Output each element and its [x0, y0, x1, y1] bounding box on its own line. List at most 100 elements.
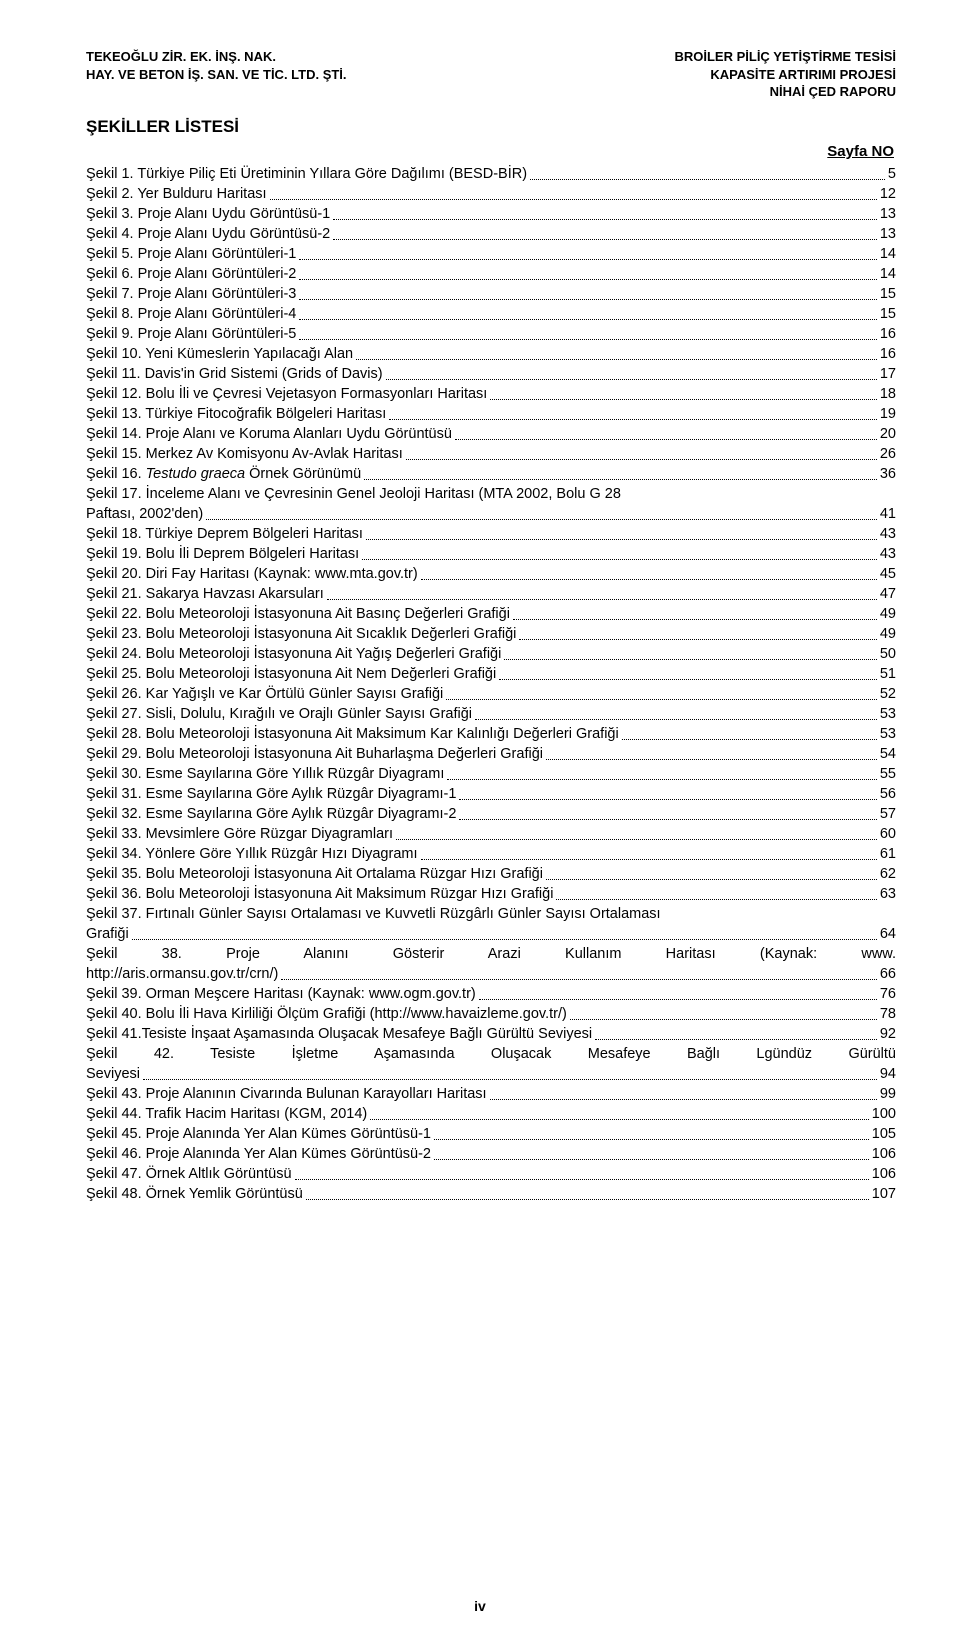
toc-entry-page: 19	[880, 404, 896, 424]
toc-leader-dots	[530, 170, 885, 180]
toc-entry-line-2: Grafiği 64	[86, 924, 896, 944]
toc-entry: Şekil 48. Örnek Yemlik Görüntüsü107	[86, 1184, 896, 1204]
toc-leader-dots	[270, 190, 877, 200]
toc-entry-page: 36	[880, 464, 896, 484]
toc-leader-dots	[490, 390, 877, 400]
toc-entry-text: Şekil 5. Proje Alanı Görüntüleri-1	[86, 244, 296, 264]
toc-entry-text: Şekil 1. Türkiye Piliç Eti Üretiminin Yı…	[86, 164, 527, 184]
toc-entry-page: 41	[880, 504, 896, 524]
toc-leader-dots	[459, 790, 876, 800]
toc-entry-text: Şekil 47. Örnek Altlık Görüntüsü	[86, 1164, 292, 1184]
toc-entry-page: 78	[880, 1004, 896, 1024]
section-title: ŞEKİLLER LİSTESİ	[86, 117, 896, 137]
toc-entry: Şekil 2. Yer Bulduru Haritası12	[86, 184, 896, 204]
toc-entry-page: 18	[880, 384, 896, 404]
toc-entry-page: 16	[880, 324, 896, 344]
toc-leader-dots	[362, 550, 877, 560]
toc-leader-dots	[513, 610, 877, 620]
toc-entry-line-1: Şekil 42. Tesiste İşletme Aşamasında Olu…	[86, 1044, 896, 1064]
toc-entry-text: Şekil 21. Sakarya Havzası Akarsuları	[86, 584, 324, 604]
toc-entry-line-2: Paftası, 2002'den)41	[86, 504, 896, 524]
toc-entry-text: Şekil 25. Bolu Meteoroloji İstasyonuna A…	[86, 664, 496, 684]
toc-entry-text: Grafiği	[86, 924, 129, 944]
toc-entry-page: 13	[880, 204, 896, 224]
toc-entry: Şekil 35. Bolu Meteoroloji İstasyonuna A…	[86, 864, 896, 884]
toc-leader-dots	[299, 270, 877, 280]
toc-entry-text: Şekil 30. Esme Sayılarına Göre Yıllık Rü…	[86, 764, 444, 784]
toc-entry-text: Şekil 27. Sisli, Dolulu, Kırağılı ve Ora…	[86, 704, 472, 724]
toc-entry-text: Şekil 13. Türkiye Fitocoğrafik Bölgeleri…	[86, 404, 386, 424]
toc-leader-dots	[364, 470, 877, 480]
toc-entry: Şekil 40. Bolu İli Hava Kirliliği Ölçüm …	[86, 1004, 896, 1024]
toc-entry: Şekil 12. Bolu İli ve Çevresi Vejetasyon…	[86, 384, 896, 404]
toc-entry: Şekil 19. Bolu İli Deprem Bölgeleri Hari…	[86, 544, 896, 564]
toc-entry-text: Şekil 3. Proje Alanı Uydu Görüntüsü-1	[86, 204, 330, 224]
toc-leader-dots	[356, 350, 877, 360]
toc-entry-page: 49	[880, 624, 896, 644]
toc-leader-dots	[570, 1010, 877, 1020]
toc-entry-text: http://aris.ormansu.gov.tr/crn/)	[86, 964, 278, 984]
toc-leader-dots	[421, 570, 877, 580]
toc-leader-dots	[546, 750, 877, 760]
toc-entry-line-1: Şekil 37. Fırtınalı Günler Sayısı Ortala…	[86, 904, 896, 924]
toc-entry: Şekil 38. Proje Alanını Gösterir Arazi K…	[86, 944, 896, 984]
toc-leader-dots	[299, 250, 877, 260]
toc-entry-page: 94	[880, 1064, 896, 1084]
toc-entry: Şekil 20. Diri Fay Haritası (Kaynak: www…	[86, 564, 896, 584]
toc-leader-dots	[299, 310, 877, 320]
page-header: TEKEOĞLU ZİR. EK. İNŞ. NAK. HAY. VE BETO…	[86, 48, 896, 101]
toc-entry-page: 66	[880, 964, 896, 984]
toc-entry-text: Şekil 46. Proje Alanında Yer Alan Kümes …	[86, 1144, 431, 1164]
toc-entry-page: 17	[880, 364, 896, 384]
toc-entry-text: Şekil 9. Proje Alanı Görüntüleri-5	[86, 324, 296, 344]
toc-leader-dots	[504, 650, 877, 660]
toc-entry-text: Şekil 24. Bolu Meteoroloji İstasyonuna A…	[86, 644, 501, 664]
toc-leader-dots	[386, 370, 877, 380]
toc-entry: Şekil 31. Esme Sayılarına Göre Aylık Rüz…	[86, 784, 896, 804]
toc-entry-page: 5	[888, 164, 896, 184]
toc-entry-page: 92	[880, 1024, 896, 1044]
toc-entry: Şekil 42. Tesiste İşletme Aşamasında Olu…	[86, 1044, 896, 1084]
toc-entry-text: Şekil 2. Yer Bulduru Haritası	[86, 184, 267, 204]
toc-entry-page: 106	[872, 1164, 896, 1184]
toc-entry-text: Şekil 31. Esme Sayılarına Göre Aylık Rüz…	[86, 784, 456, 804]
toc-entry: Şekil 28. Bolu Meteoroloji İstasyonuna A…	[86, 724, 896, 744]
toc-entry-page: 15	[880, 304, 896, 324]
toc-leader-dots	[459, 810, 876, 820]
toc-leader-dots	[327, 590, 877, 600]
toc-entry-text: Şekil 18. Türkiye Deprem Bölgeleri Harit…	[86, 524, 363, 544]
toc-entry-line-1: Şekil 38. Proje Alanını Gösterir Arazi K…	[86, 944, 896, 964]
toc-entry-text: Şekil 36. Bolu Meteoroloji İstasyonuna A…	[86, 884, 553, 904]
toc-entry-text: Şekil 33. Mevsimlere Göre Rüzgar Diyagra…	[86, 824, 393, 844]
toc-entry-text: Şekil 6. Proje Alanı Görüntüleri-2	[86, 264, 296, 284]
toc-entry: Şekil 18. Türkiye Deprem Bölgeleri Harit…	[86, 524, 896, 544]
toc-entry-page: 57	[880, 804, 896, 824]
toc-entry: Şekil 13. Türkiye Fitocoğrafik Bölgeleri…	[86, 404, 896, 424]
toc-entry: Şekil 41.Tesiste İnşaat Aşamasında Oluşa…	[86, 1024, 896, 1044]
toc-leader-dots	[333, 210, 877, 220]
toc-entry-page: 43	[880, 544, 896, 564]
toc-leader-dots	[446, 690, 877, 700]
toc-entry: Şekil 44. Trafik Hacim Haritası (KGM, 20…	[86, 1104, 896, 1124]
toc-entry-text: Şekil 19. Bolu İli Deprem Bölgeleri Hari…	[86, 544, 359, 564]
toc-entry: Şekil 26. Kar Yağışlı ve Kar Örtülü Günl…	[86, 684, 896, 704]
toc-entry: Şekil 43. Proje Alanının Civarında Bulun…	[86, 1084, 896, 1104]
toc-entry-page: 49	[880, 604, 896, 624]
toc-leader-dots	[389, 410, 877, 420]
header-left-line-1: TEKEOĞLU ZİR. EK. İNŞ. NAK.	[86, 48, 347, 66]
toc-entry: Şekil 16. Testudo graeca Örnek Görünümü3…	[86, 464, 896, 484]
toc-entry: Şekil 47. Örnek Altlık Görüntüsü 106	[86, 1164, 896, 1184]
toc-entry-page: 64	[880, 924, 896, 944]
toc-entry: Şekil 46. Proje Alanında Yer Alan Kümes …	[86, 1144, 896, 1164]
toc-entry: Şekil 8. Proje Alanı Görüntüleri-415	[86, 304, 896, 324]
toc-entry-page: 13	[880, 224, 896, 244]
header-left-line-2: HAY. VE BETON İŞ. SAN. VE TİC. LTD. ŞTİ.	[86, 66, 347, 84]
toc-entry-page: 107	[872, 1184, 896, 1204]
toc-entry: Şekil 17. İnceleme Alanı ve Çevresinin G…	[86, 484, 896, 524]
toc-entry: Şekil 23. Bolu Meteoroloji İstasyonuna A…	[86, 624, 896, 644]
toc-entry-text: Şekil 11. Davis'in Grid Sistemi (Grids o…	[86, 364, 383, 384]
toc-entry: Şekil 21. Sakarya Havzası Akarsuları47	[86, 584, 896, 604]
toc-entry: Şekil 39. Orman Meşcere Haritası (Kaynak…	[86, 984, 896, 1004]
toc-entry: Şekil 9. Proje Alanı Görüntüleri-5 16	[86, 324, 896, 344]
document-page: TEKEOĞLU ZİR. EK. İNŞ. NAK. HAY. VE BETO…	[0, 0, 960, 1642]
